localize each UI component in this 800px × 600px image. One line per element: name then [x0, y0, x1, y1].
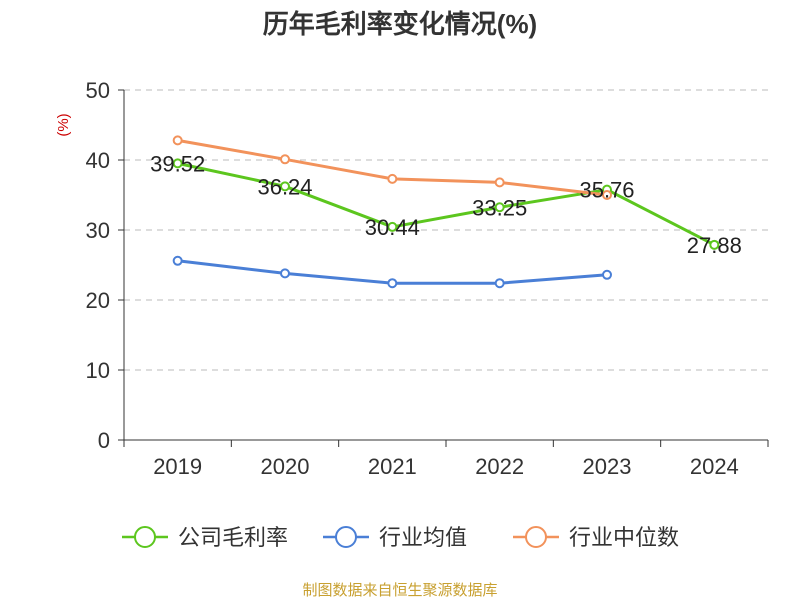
data-point	[172, 158, 183, 169]
y-tick-label: 40	[86, 148, 110, 173]
data-label: 35.76	[579, 178, 634, 203]
legend-item: 行业中位数	[513, 525, 679, 550]
data-point	[387, 173, 398, 184]
series-line-0	[177, 161, 716, 247]
legend-label: 公司毛利率	[178, 525, 288, 550]
y-tick-label: 30	[86, 218, 110, 243]
data-point	[602, 190, 612, 200]
y-axis-label: (%)	[55, 113, 72, 136]
data-labels: 39.52 36.24 30.44 33.25 35.76 27.88	[150, 151, 742, 257]
data-point	[494, 202, 505, 213]
series-line-2	[177, 138, 608, 197]
legend-marker	[525, 526, 547, 548]
y-tick-label: 50	[86, 78, 110, 103]
chart-title: 历年毛利率变化情况(%)	[263, 9, 537, 39]
legend-item: 行业均值	[323, 525, 467, 550]
grid	[124, 89, 768, 371]
data-point	[280, 154, 290, 165]
data-point	[172, 255, 183, 266]
source-note: 制图数据来自恒生聚源数据库	[302, 582, 497, 599]
legend-marker	[134, 526, 156, 548]
data-label: 27.88	[687, 233, 742, 258]
data-point	[494, 177, 505, 188]
x-tick-label: 2021	[368, 454, 417, 479]
legend-item: 公司毛利率	[122, 525, 288, 550]
data-label: 36.24	[257, 174, 312, 199]
y-tick-label: 20	[86, 288, 110, 313]
data-label: 39.52	[150, 151, 205, 176]
axes: 0 10 20 30 40 50 2019 2020 2021 2022 2023 2024	[86, 78, 769, 479]
data-point	[709, 239, 720, 250]
series-group	[172, 135, 720, 289]
data-point	[387, 278, 398, 289]
x-tick-label: 2024	[690, 454, 739, 479]
legend-label: 行业均值	[379, 525, 467, 550]
y-tick-label: 10	[86, 358, 110, 383]
data-point	[602, 269, 612, 280]
legend: 公司毛利率 行业均值 行业中位数	[122, 525, 679, 550]
data-point	[387, 221, 398, 232]
x-tick-label: 2019	[153, 454, 202, 479]
x-tick-label: 2023	[583, 454, 632, 479]
data-point	[172, 135, 183, 146]
x-tick-label: 2020	[261, 454, 310, 479]
legend-label: 行业中位数	[569, 525, 679, 550]
legend-marker	[335, 526, 357, 548]
data-point	[280, 181, 290, 192]
data-point	[494, 278, 505, 289]
data-label: 30.44	[365, 215, 420, 240]
x-tick-label: 2022	[475, 454, 524, 479]
y-tick-label: 0	[98, 428, 110, 453]
data-label: 33.25	[472, 195, 527, 220]
data-point	[280, 268, 290, 279]
